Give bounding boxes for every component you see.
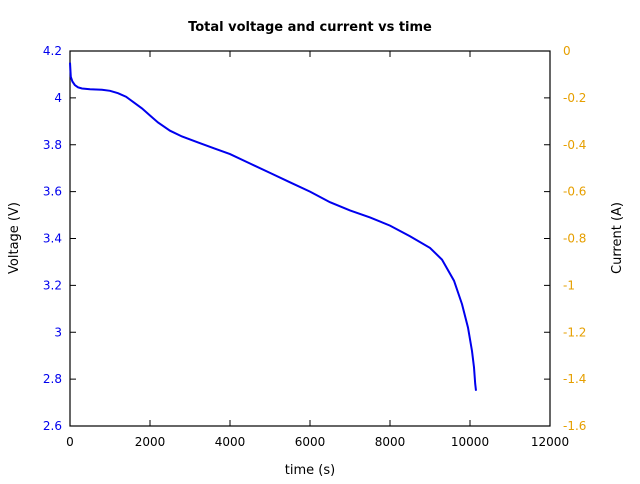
y-tick-label: 2.8 [43, 372, 62, 386]
y-tick-label: 3.8 [43, 138, 62, 152]
x-tick-label: 12000 [531, 435, 569, 449]
y2-axis-label: Current (A) [610, 202, 625, 274]
chart-title: Total voltage and current vs time [188, 20, 432, 35]
x-tick-label: 0 [66, 435, 74, 449]
y2-tick-label: 0 [563, 44, 571, 58]
x-tick-label: 4000 [215, 435, 246, 449]
y2-tick-label: -1.4 [563, 372, 586, 386]
x-tick-label: 2000 [135, 435, 166, 449]
y-tick-label: 4.2 [43, 44, 62, 58]
x-tick-label: 10000 [451, 435, 489, 449]
y-tick-label: 3.6 [43, 185, 62, 199]
y-tick-label: 3 [54, 325, 62, 339]
y-axis-right: -1.6 -1.4 -1.2 -1 -0.8 -0.6 -0.4 -0.2 0 [544, 44, 586, 433]
y-tick-label: 3.2 [43, 278, 62, 292]
y-axis-label: Voltage (V) [7, 202, 22, 274]
y-tick-label: 4 [54, 91, 62, 105]
y-axis-left: 2.6 2.8 3 3.2 3.4 3.6 3.8 4 4.2 [43, 44, 76, 433]
y2-tick-label: -0.8 [563, 232, 586, 246]
y-tick-label: 3.4 [43, 232, 62, 246]
y-tick-label: 2.6 [43, 419, 62, 433]
y2-tick-label: -1 [563, 278, 575, 292]
voltage-line [69, 62, 477, 391]
y2-tick-label: -1.6 [563, 419, 586, 433]
x-tick-label: 6000 [295, 435, 326, 449]
y2-tick-label: -0.6 [563, 185, 586, 199]
y2-tick-label: -0.2 [563, 91, 586, 105]
y2-tick-label: -0.4 [563, 138, 586, 152]
x-axis-label: time (s) [285, 463, 335, 478]
x-tick-label: 8000 [375, 435, 406, 449]
y2-tick-label: -1.2 [563, 325, 586, 339]
x-axis: 0 2000 4000 6000 8000 10000 12000 [66, 51, 569, 449]
